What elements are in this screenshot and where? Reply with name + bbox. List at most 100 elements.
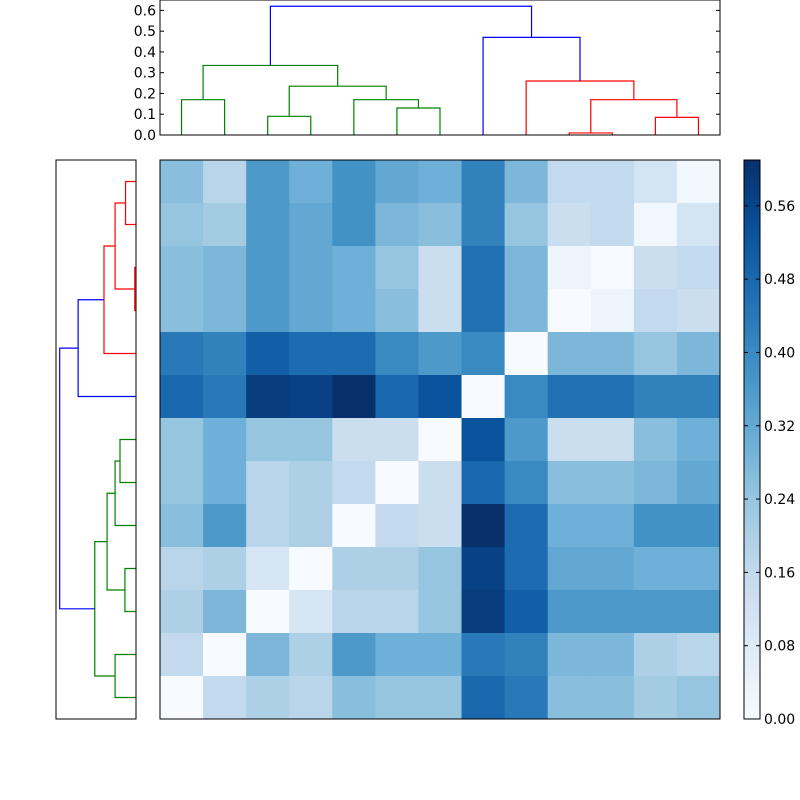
heatmap-cell <box>203 203 247 247</box>
heatmap-cell <box>633 289 678 333</box>
heatmap-cell <box>461 461 506 505</box>
heatmap-cell <box>203 246 247 290</box>
heatmap-cell <box>375 246 419 290</box>
heatmap-cell <box>633 504 678 548</box>
heatmap-cell <box>547 504 592 548</box>
heatmap-cell <box>676 418 721 462</box>
heatmap-cell <box>203 590 247 634</box>
heatmap-cell <box>246 160 290 204</box>
heatmap-cell <box>289 375 333 419</box>
heatmap-cell <box>203 676 247 720</box>
heatmap-cell <box>160 633 204 677</box>
heatmap-cell <box>289 461 333 505</box>
heatmap-cell <box>547 332 592 376</box>
top-dendrogram-tick-label: 0.0 <box>134 128 156 144</box>
top-dendrogram-link <box>202 64 339 100</box>
heatmap-cell <box>676 246 721 290</box>
heatmap-cell <box>160 547 204 591</box>
heatmap-cell <box>504 547 549 591</box>
heatmap-cell <box>633 547 678 591</box>
left-dendrogram <box>59 180 136 699</box>
heatmap-cell <box>461 375 506 419</box>
heatmap-cell <box>203 332 247 376</box>
heatmap-cell <box>203 375 247 419</box>
heatmap-cell <box>160 461 204 505</box>
colorbar-tick-label: 0.00 <box>764 712 795 728</box>
left-dendrogram-link <box>114 202 135 290</box>
colorbar-frame <box>743 159 761 720</box>
heatmap-cell <box>590 203 635 247</box>
colorbar-axis: 0.00 0.08 0.16 0.24 0.32 0.40 0.48 0.56 <box>744 199 795 728</box>
heatmap-cell <box>676 203 721 247</box>
top-dendrogram-link <box>654 116 700 135</box>
heatmap-cell <box>332 590 376 634</box>
heatmap-cell <box>203 504 247 548</box>
left-dendrogram-link <box>114 653 136 699</box>
heatmap-cell <box>461 504 506 548</box>
heatmap-cell <box>332 676 376 720</box>
left-dendrogram-frame <box>55 159 137 720</box>
heatmap-cell <box>461 547 506 591</box>
heatmap-cell <box>676 633 721 677</box>
heatmap-cell <box>461 332 506 376</box>
heatmap-cell <box>676 160 721 204</box>
heatmap-cell <box>418 590 463 634</box>
heatmap-cell <box>504 203 549 247</box>
heatmap-cell <box>590 590 635 634</box>
top-dendrogram-link <box>269 5 533 66</box>
heatmap-cell <box>418 418 463 462</box>
heatmap-cell <box>375 590 419 634</box>
heatmap-cell <box>590 418 635 462</box>
heatmap-cell <box>332 332 376 376</box>
heatmap-cell <box>418 246 463 290</box>
top-dendrogram-y-axis: 0.0 0.1 0.2 0.3 0.4 0.5 0.6 <box>134 3 720 144</box>
heatmap-cell <box>676 375 721 419</box>
heatmap-cell <box>633 633 678 677</box>
top-dendrogram-tick-label: 0.2 <box>134 86 156 102</box>
heatmap-cell <box>246 461 290 505</box>
heatmap-cell <box>203 547 247 591</box>
heatmap-cell <box>590 246 635 290</box>
heatmap-cell <box>418 289 463 333</box>
heatmap-cell <box>547 461 592 505</box>
heatmap-cell <box>547 547 592 591</box>
heatmap-cell <box>633 246 678 290</box>
heatmap-cell <box>332 633 376 677</box>
heatmap-cell <box>590 676 635 720</box>
heatmap-cell <box>633 332 678 376</box>
heatmap-cell <box>332 375 376 419</box>
heatmap-cell <box>160 289 204 333</box>
heatmap-cell <box>375 418 419 462</box>
heatmap-cell <box>289 590 333 634</box>
heatmap-cell <box>289 289 333 333</box>
heatmap-cell <box>160 676 204 720</box>
heatmap-cell <box>418 160 463 204</box>
top-dendrogram-tick-label: 0.5 <box>134 24 156 40</box>
heatmap-cell <box>246 203 290 247</box>
heatmap-cell <box>332 289 376 333</box>
heatmap-cell <box>289 547 333 591</box>
colorbar-tick-label: 0.40 <box>764 345 795 361</box>
heatmap-cell <box>246 418 290 462</box>
colorbar-tick-label: 0.08 <box>764 639 795 655</box>
heatmap-cell <box>289 418 333 462</box>
heatmap-cell <box>461 160 506 204</box>
heatmap-cell <box>590 160 635 204</box>
heatmap-cell <box>160 160 204 204</box>
heatmap-frame <box>159 159 721 720</box>
top-dendrogram-frame <box>159 0 721 136</box>
heatmap-cell <box>461 633 506 677</box>
heatmap-cell <box>633 418 678 462</box>
top-dendrogram-tick-label: 0.4 <box>134 45 156 61</box>
heatmap-cell <box>418 633 463 677</box>
heatmap-cell <box>246 375 290 419</box>
heatmap-cell <box>547 590 592 634</box>
colorbar-tick-label: 0.32 <box>764 419 795 435</box>
heatmap-cell <box>547 160 592 204</box>
heatmap-cell <box>246 590 290 634</box>
heatmap-cell <box>547 375 592 419</box>
heatmap-cell <box>676 547 721 591</box>
left-dendrogram-link <box>59 347 95 610</box>
heatmap-grid <box>160 160 721 720</box>
heatmap-cell <box>246 246 290 290</box>
